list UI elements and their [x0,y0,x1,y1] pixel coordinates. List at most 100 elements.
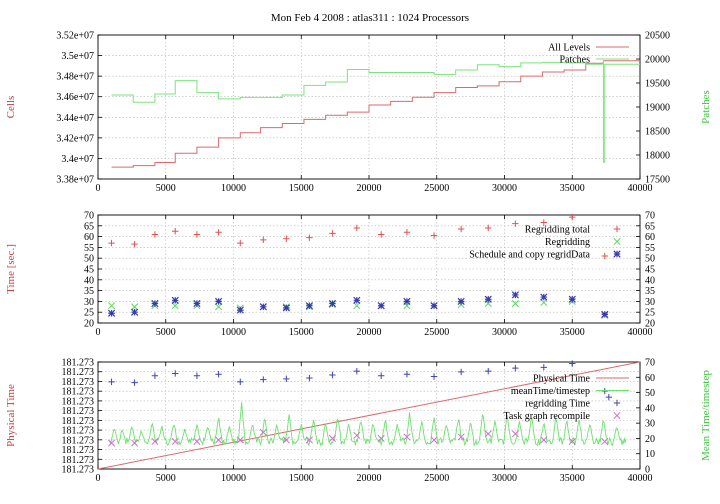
data-point [215,229,222,236]
data-point [540,293,548,301]
series-points [107,291,609,318]
legend-label: Patches [559,55,590,66]
data-point [403,229,411,236]
series-line [111,60,640,163]
data-point [377,372,385,379]
x-tick-label: 25000 [424,183,449,194]
data-point [353,431,361,439]
x-tick-label: 15000 [289,183,314,194]
data-point [131,303,139,311]
data-point [329,371,336,379]
data-point [151,372,159,379]
legend-label: Regridding [545,237,590,248]
data-point [193,299,201,308]
legend-label: Schedule and copy regridData [469,250,590,261]
y-tick-label: 181.273 [62,445,95,456]
y2-tick-label: 60 [645,232,655,243]
y-tick-label: 50 [84,254,94,265]
data-point [512,220,519,227]
data-point [511,430,519,438]
y-tick-label: 35 [84,286,94,297]
data-point [353,302,361,310]
x-tick-label: 10000 [221,327,246,338]
legend-marker [613,225,621,233]
data-point [512,364,519,372]
data-point [282,304,290,312]
data-point [215,371,222,378]
x-tick-label: 10000 [221,183,246,194]
data-point [306,234,313,241]
x-tick-label: 30000 [492,327,517,338]
y-tick-label: 181.273 [62,377,95,388]
y2-tick-label: 30 [645,297,655,308]
data-point [457,301,465,309]
data-point [215,436,223,444]
data-point [108,378,115,386]
data-point [430,302,438,310]
y2-tick-label: 50 [645,388,655,399]
data-point [353,367,361,375]
y-tick-label: 65 [84,221,94,232]
data-point [601,310,609,318]
y2-tick-label: 19500 [645,79,670,90]
y-tick-label: 181.273 [62,367,95,378]
data-point [282,436,290,444]
data-point [130,308,139,316]
legend-marker [613,411,621,420]
x-tick-label: 30000 [492,183,517,194]
y-tick-label: 20 [84,319,94,330]
data-point [511,291,519,299]
x-tick-label: 10000 [221,473,246,484]
data-point [328,299,337,308]
data-point [484,430,492,438]
y-axis-label: Time [sec.] [5,244,17,294]
data-point [108,239,115,247]
x-tick-label: 0 [96,473,101,484]
data-point [237,378,244,386]
y2-tick-label: 25 [645,308,655,319]
data-point [430,232,438,239]
y2-tick-label: 19000 [645,103,670,114]
y-tick-label: 3.42e+07 [56,133,94,144]
series-line [97,361,641,470]
x-tick-label: 5000 [156,183,176,194]
y2-tick-label: 10 [645,449,655,460]
data-point [171,296,179,304]
y-tick-label: 181.273 [62,387,95,398]
y-tick-label: 181.273 [62,455,95,466]
y2-tick-label: 30 [645,419,655,430]
x-tick-label: 40000 [628,183,653,194]
x-tick-label: 40000 [628,327,653,338]
y2-tick-label: 0 [645,465,650,476]
data-point [568,295,576,303]
x-tick-label: 15000 [289,327,314,338]
x-tick-label: 35000 [560,183,585,194]
data-point [283,375,290,383]
data-point [430,436,438,444]
y-tick-label: 30 [84,297,94,308]
y2-tick-label: 60 [645,373,655,384]
y-tick-label: 181.273 [62,358,95,369]
data-point [601,437,609,446]
y-axis-label: Physical Time [5,384,17,447]
data-point [305,436,313,444]
data-point [540,436,548,444]
data-point [540,298,548,307]
data-point [306,374,313,382]
data-point [430,373,438,380]
data-point [107,302,116,310]
data-point [328,434,336,442]
y-tick-label: 70 [84,211,94,222]
data-point [485,224,492,232]
data-point [305,302,314,310]
y-tick-label: 25 [84,308,94,319]
x-tick-label: 0 [96,183,101,194]
legend-label: Task graph recompile [504,411,591,422]
data-point [215,303,223,311]
y2-tick-label: 70 [645,358,655,369]
data-point [236,436,244,444]
y-tick-label: 3.48e+07 [56,72,94,83]
series-line [111,60,640,168]
data-point [193,372,201,379]
y2-tick-label: 20500 [645,31,670,42]
